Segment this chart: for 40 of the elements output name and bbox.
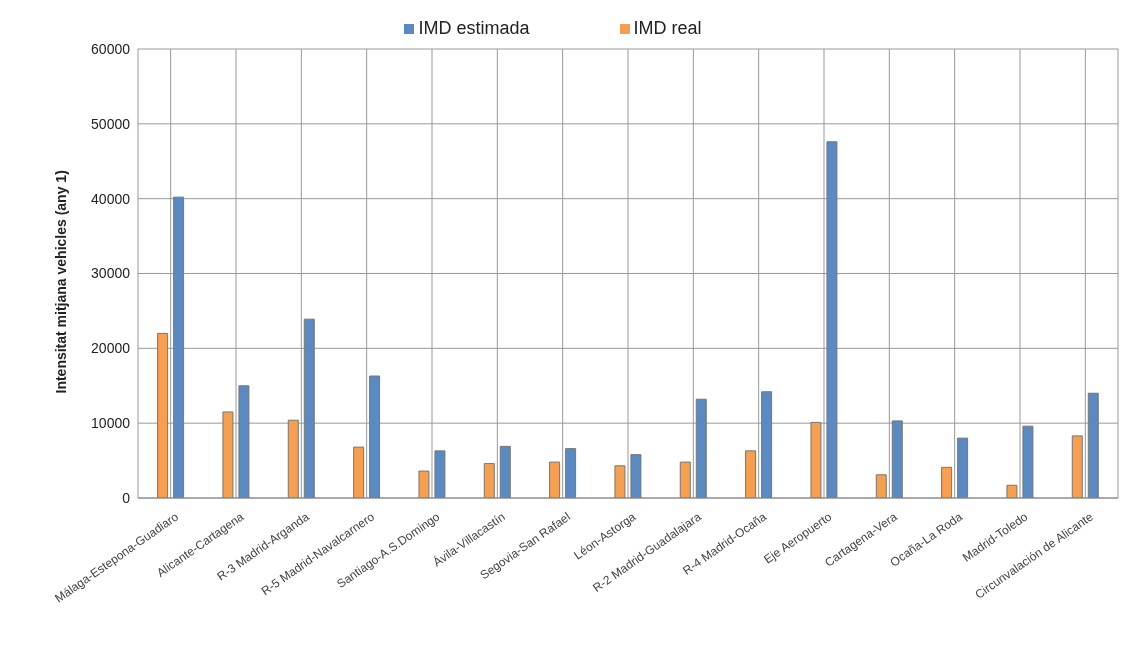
y-tick-label: 50000: [91, 115, 131, 132]
bar: [1087, 392, 1099, 498]
legend-label: IMD estimada: [418, 18, 530, 38]
bar: [826, 141, 838, 498]
bar: [287, 419, 299, 498]
y-tick-label: 20000: [91, 340, 131, 357]
y-tick-label: 30000: [91, 265, 131, 282]
bar: [695, 398, 707, 498]
bar: [875, 474, 887, 498]
y-axis-title: Intensitat mitjana vehicles (any 1): [52, 170, 69, 394]
bar: [1071, 435, 1083, 498]
y-tick-label: 40000: [91, 190, 131, 207]
bar: [679, 461, 691, 498]
bar: [565, 448, 577, 498]
bar: [499, 445, 511, 498]
y-tick-label: 0: [122, 489, 131, 506]
bar: [369, 375, 381, 498]
legend-label: IMD real: [633, 18, 702, 38]
bar: [1006, 484, 1018, 498]
bar: [549, 461, 561, 498]
bar: [630, 454, 642, 498]
bar: [353, 446, 365, 498]
bar: [1022, 425, 1034, 498]
bar: [157, 332, 169, 498]
bar: [434, 450, 446, 498]
bar: [173, 196, 185, 498]
bar: [761, 391, 773, 498]
bar: [238, 385, 250, 498]
bar: [614, 465, 626, 498]
bar: [891, 420, 903, 498]
bar: [957, 437, 969, 498]
bar: [483, 463, 495, 498]
y-tick-label: 10000: [91, 415, 131, 432]
bar: [303, 318, 315, 498]
y-tick-label: 60000: [91, 40, 131, 57]
bar: [810, 421, 822, 498]
bar: [418, 470, 430, 498]
bar: [941, 466, 953, 498]
bar: [222, 411, 234, 498]
bar: [745, 450, 757, 498]
